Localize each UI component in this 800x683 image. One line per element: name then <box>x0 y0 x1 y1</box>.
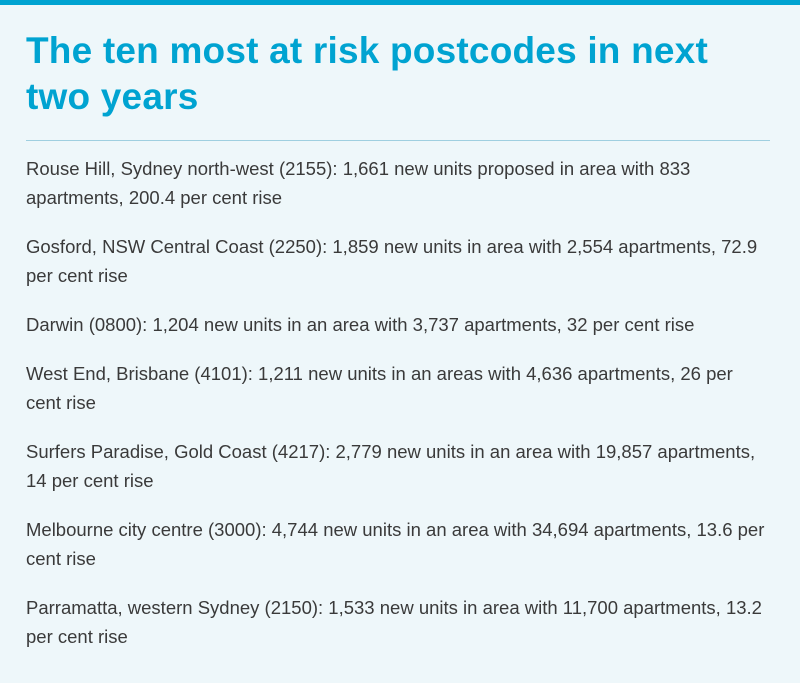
list-item: West End, Brisbane (4101): 1,211 new uni… <box>26 363 733 413</box>
article-content: The ten most at risk postcodes in next t… <box>26 28 772 671</box>
list-item: Surfers Paradise, Gold Coast (4217): 2,7… <box>26 441 756 491</box>
list-item: Darwin (0800): 1,204 new units in an are… <box>26 314 695 335</box>
top-accent-bar <box>0 0 800 5</box>
article-title: The ten most at risk postcodes in next t… <box>26 30 708 117</box>
list-item: Rouse Hill, Sydney north-west (2155): 1,… <box>26 158 691 208</box>
title-divider <box>26 140 770 141</box>
postcode-list: Rouse Hill, Sydney north-west (2155): 1,… <box>26 154 772 651</box>
list-item: Gosford, NSW Central Coast (2250): 1,859… <box>26 236 758 286</box>
list-item: Parramatta, western Sydney (2150): 1,533… <box>26 597 762 647</box>
list-item: Melbourne city centre (3000): 4,744 new … <box>26 519 765 569</box>
